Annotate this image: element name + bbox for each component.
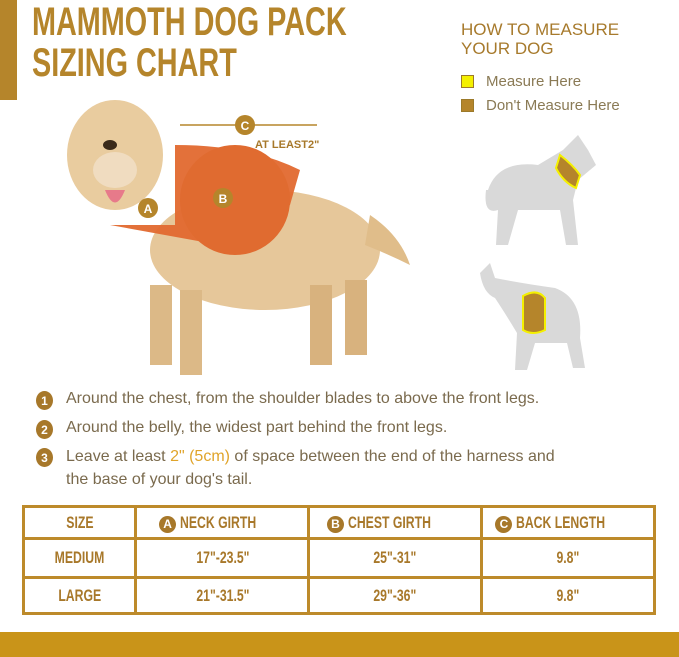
footer-bar [0, 632, 679, 657]
label-c: C [241, 119, 250, 133]
yellow-swatch-icon [461, 75, 474, 88]
cell-chest: 25"-31" [307, 537, 483, 579]
header-size: SIZE [21, 505, 138, 540]
label-b: B [219, 192, 228, 206]
measure-heading-line2: YOUR DOG [461, 39, 554, 58]
brown-swatch-icon [461, 99, 474, 112]
cell-size: MEDIUM [21, 537, 138, 579]
page-title-line1: MAMMOTH DOG PACK [32, 0, 347, 44]
badge-a-icon: A [159, 515, 177, 533]
badge-b-icon: B [326, 515, 344, 533]
instruction-text: of space between the end of the harness … [229, 448, 555, 465]
table-header-row: SIZE A NECK GIRTH B CHEST GIRTH C BACK LENG… [21, 505, 657, 540]
cell-back: 9.8" [479, 576, 657, 615]
size-table: SIZE A NECK GIRTH B CHEST GIRTH C BACK LENG… [21, 505, 657, 615]
legend-label: Don't Measure Here [486, 97, 620, 114]
measure-heading-line1: HOW TO MEASURE [461, 20, 620, 39]
title-accent-bar [0, 0, 17, 100]
header-chest-girth: B CHEST GIRTH [307, 505, 483, 540]
badge-a-icon [138, 198, 158, 218]
legend-dont-measure: Don't Measure Here [461, 97, 620, 114]
instruction-text: Around the chest, from the shoulder blad… [66, 390, 540, 407]
legend-measure-here: Measure Here [461, 73, 581, 90]
at-least-label: AT LEAST2" [255, 139, 319, 151]
instruction-text: Leave at least [66, 448, 171, 465]
header-neck-girth: A NECK GIRTH [134, 505, 311, 540]
instruction-2: 2 Around the belly, the widest part behi… [36, 419, 447, 439]
cell-neck: 17"-23.5" [134, 537, 311, 579]
header-back-length: C BACK LENGTH [479, 505, 657, 540]
page-title-line2: SIZING CHART [32, 41, 237, 85]
cell-back: 9.8" [479, 537, 657, 579]
dog-silhouette-belly [480, 263, 585, 370]
badge-c-icon: C [495, 515, 513, 533]
instruction-text: the base of your dog's tail. [66, 471, 253, 488]
cell-size: LARGE [21, 576, 138, 615]
number-badge-icon: 3 [36, 448, 53, 467]
cell-chest: 29"-36" [307, 576, 483, 615]
dog-photo: A B C AT LEAST2" [67, 100, 410, 375]
badge-b-icon [213, 188, 233, 208]
instruction-3: 3 Leave at least 2" (5cm) of space betwe… [36, 447, 555, 491]
badge-c-icon [235, 115, 255, 135]
highlight-text: 2" (5cm) [170, 448, 230, 465]
number-badge-icon: 1 [36, 391, 53, 410]
label-a: A [144, 202, 153, 216]
table-row: LARGE 21"-31.5" 29"-36" 9.8" [21, 576, 657, 615]
cell-neck: 21"-31.5" [134, 576, 311, 615]
measure-heading: HOW TO MEASURE YOUR DOG [461, 20, 619, 58]
table-row: MEDIUM 17"-23.5" 25"-31" 9.8" [21, 537, 657, 579]
number-badge-icon: 2 [36, 420, 53, 439]
dog-silhouette-neck [485, 135, 596, 245]
instruction-text: Around the belly, the widest part behind… [66, 419, 448, 436]
instruction-1: 1 Around the chest, from the shoulder bl… [36, 390, 539, 410]
legend-label: Measure Here [486, 73, 582, 90]
